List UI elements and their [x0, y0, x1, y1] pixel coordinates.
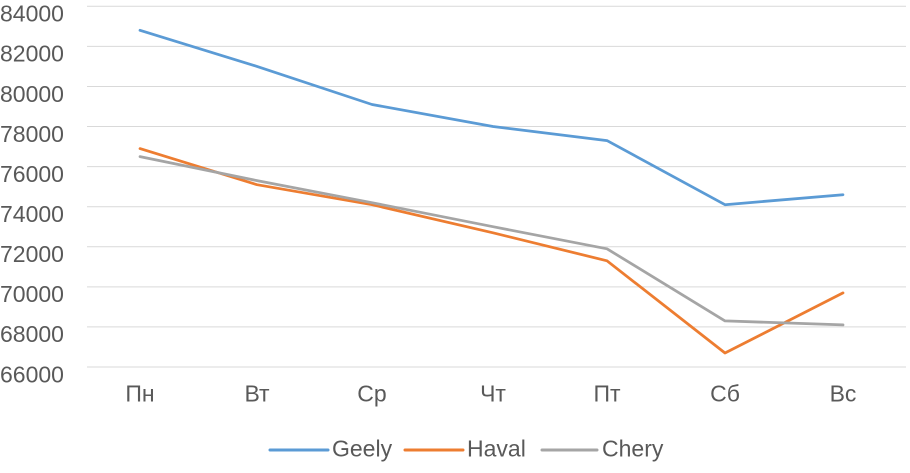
svg-text:Сб: Сб	[710, 381, 740, 407]
svg-text:68000: 68000	[0, 321, 64, 347]
svg-text:Haval: Haval	[467, 435, 526, 461]
svg-text:80000: 80000	[0, 81, 64, 107]
svg-text:84000: 84000	[0, 1, 64, 27]
svg-text:Чт: Чт	[480, 381, 506, 407]
svg-text:Ср: Ср	[357, 381, 386, 407]
svg-text:78000: 78000	[0, 121, 64, 147]
svg-text:Chery: Chery	[602, 435, 664, 461]
svg-text:70000: 70000	[0, 281, 64, 307]
svg-text:76000: 76000	[0, 161, 64, 187]
svg-text:Пн: Пн	[125, 381, 154, 407]
svg-text:82000: 82000	[0, 41, 64, 67]
svg-text:74000: 74000	[0, 201, 64, 227]
svg-text:Geely: Geely	[332, 435, 393, 461]
svg-text:Вс: Вс	[830, 381, 857, 407]
svg-text:72000: 72000	[0, 241, 64, 267]
svg-text:Вт: Вт	[244, 381, 270, 407]
svg-text:66000: 66000	[0, 361, 64, 387]
svg-text:Пт: Пт	[593, 381, 621, 407]
